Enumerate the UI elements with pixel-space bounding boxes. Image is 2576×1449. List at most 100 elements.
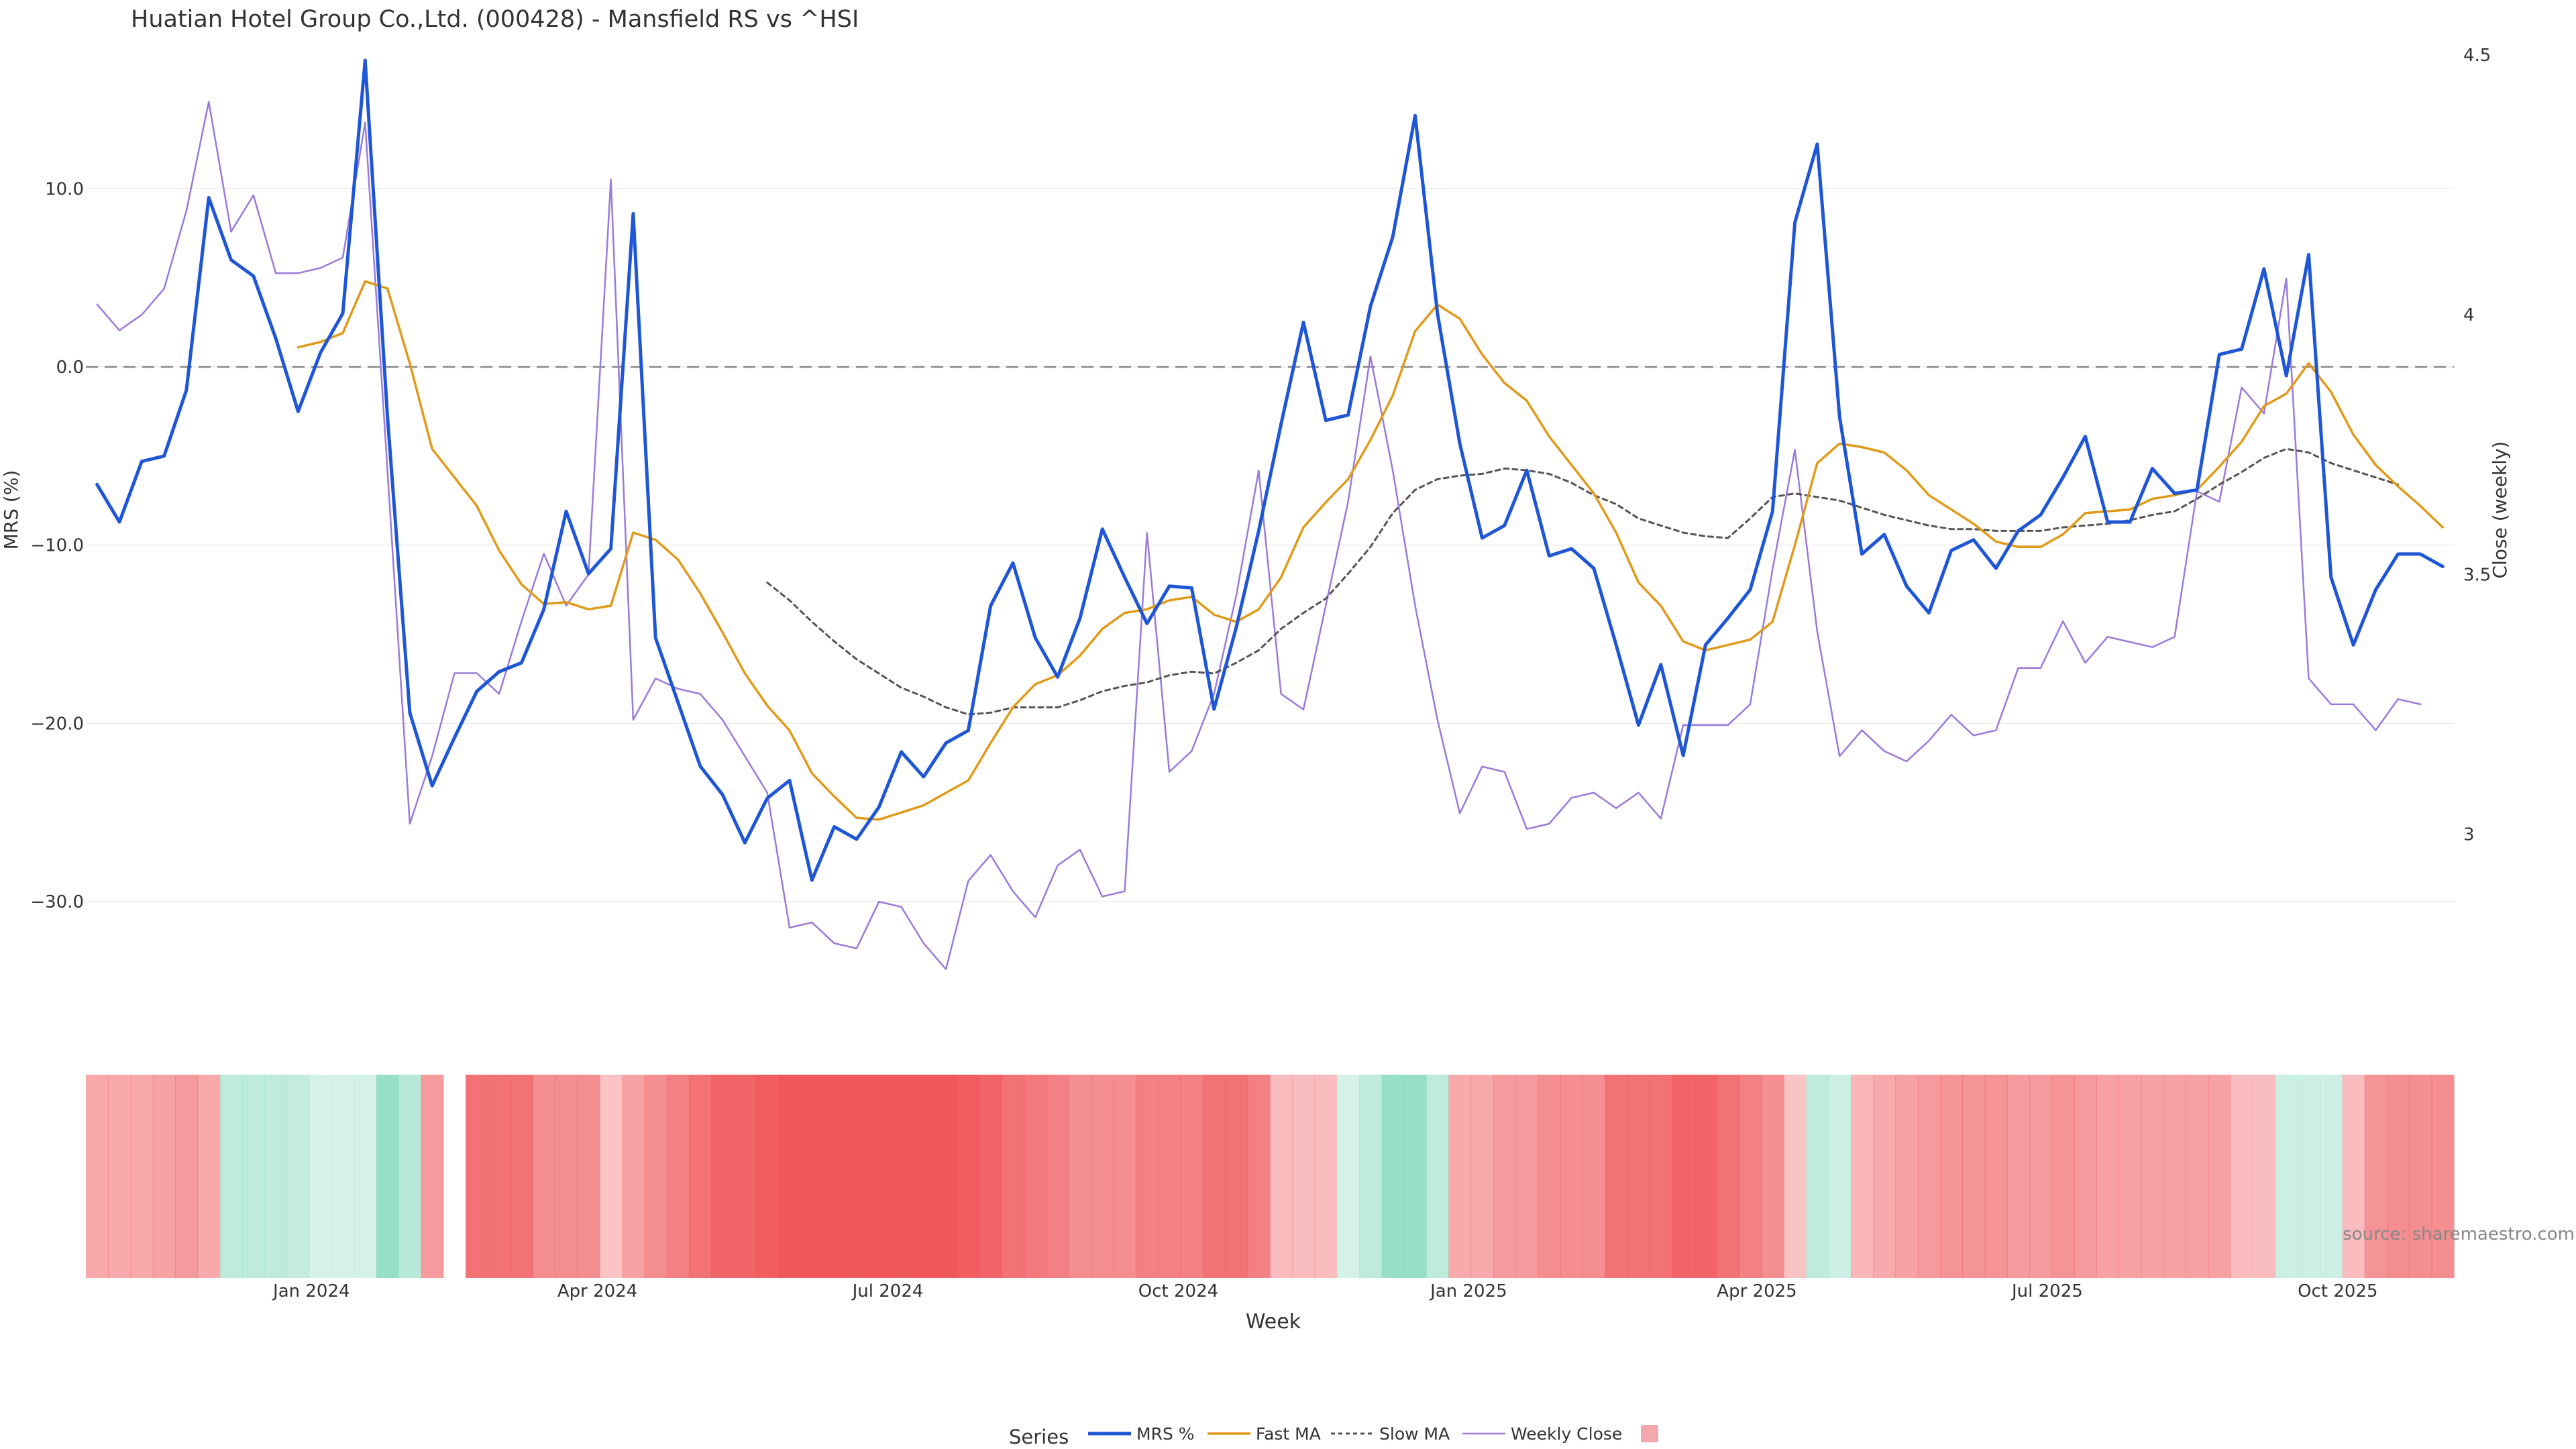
strip-cell: [599, 1075, 623, 1278]
series-lines: [95, 58, 2445, 971]
strip-cell: [577, 1075, 600, 1278]
strip-cell: [1717, 1075, 1739, 1278]
strip-cell: [644, 1075, 667, 1278]
x-axis-ticks: Jan 2024 Apr 2024 Jul 2024 Oct 2024 Jan 2025…: [272, 1281, 2377, 1301]
strip-cell: [1359, 1075, 1383, 1278]
strip-cell: [1538, 1075, 1561, 1278]
strip-cell: [354, 1075, 377, 1278]
strip-cell: [488, 1075, 511, 1278]
strip-cell: [1136, 1075, 1159, 1278]
strip-cell: [2387, 1075, 2410, 1278]
x-tick-label: Oct 2024: [1138, 1281, 1218, 1301]
strip-cell: [666, 1075, 690, 1278]
source-label: source: sharemaestro.com: [2343, 1224, 2575, 1244]
strip-cell: [622, 1075, 645, 1278]
strip-cell: [711, 1075, 735, 1278]
strip-cell: [1739, 1075, 1762, 1278]
strip-cell: [2141, 1075, 2164, 1278]
strip-cell: [421, 1075, 444, 1278]
legend-label: Weekly Close: [1511, 1424, 1622, 1444]
strip-cell: [1113, 1075, 1136, 1278]
mrs-line: [95, 58, 2445, 882]
strip-cell: [689, 1075, 712, 1278]
strip-cell: [533, 1075, 555, 1278]
strip-cell: [2320, 1075, 2343, 1278]
strip-cell: [2409, 1075, 2432, 1278]
strip-cell: [242, 1075, 266, 1278]
legend-item: Weekly Close: [1462, 1424, 1622, 1444]
strip-cell: [1515, 1075, 1539, 1278]
strip-cell: [152, 1075, 176, 1278]
legend-item: Slow MA: [1331, 1424, 1450, 1444]
x-tick-label: Jul 2024: [851, 1281, 924, 1301]
legend-label: Slow MA: [1379, 1424, 1450, 1444]
strip-cell: [822, 1075, 846, 1278]
legend-label: MRS %: [1136, 1424, 1195, 1444]
strip-cell: [1448, 1075, 1472, 1278]
y2-tick-label: 3.5: [2463, 565, 2491, 585]
strip-cell: [2096, 1075, 2120, 1278]
strip-cell: [957, 1075, 980, 1278]
fast-ma-line: [297, 280, 2445, 821]
y-tick-label: −20.0: [30, 714, 84, 734]
strip-cell: [286, 1075, 310, 1278]
legend-item: MRS %: [1088, 1424, 1195, 1444]
y2-axis-label: Close (weekly): [2489, 441, 2511, 579]
strip-cell: [309, 1075, 332, 1278]
legend-item: [1641, 1425, 1658, 1442]
strip-cell: [1381, 1075, 1405, 1278]
strip-cell: [175, 1075, 199, 1278]
legend-title: Series: [1009, 1426, 1069, 1448]
strip-cell: [1828, 1075, 1851, 1278]
weekly-close-line: [96, 101, 2422, 971]
strip-cell: [2431, 1075, 2455, 1278]
strip-cell: [108, 1075, 131, 1278]
strip-cell: [1493, 1075, 1516, 1278]
strip-cell: [1403, 1075, 1427, 1278]
strip-cell: [1091, 1075, 1114, 1278]
legend-label: Fast MA: [1256, 1424, 1321, 1444]
strip-cell: [845, 1075, 869, 1278]
x-tick-label: Jan 2025: [1429, 1281, 1507, 1301]
strip-cell: [800, 1075, 824, 1278]
strip-cell: [1806, 1075, 1829, 1278]
strip-cell: [2186, 1075, 2209, 1278]
strip-cell: [466, 1075, 489, 1278]
strip-cell: [510, 1075, 533, 1278]
strip-cell: [1650, 1075, 1673, 1278]
strip-cell: [1895, 1075, 1919, 1278]
strip-cell: [1225, 1075, 1248, 1278]
strip-cell: [1962, 1075, 1986, 1278]
legend: Series MRS % Fast MA Slow MA Weekly Close: [1009, 1424, 1658, 1448]
strip-cell: [1940, 1075, 1963, 1278]
strip-cell: [2208, 1075, 2231, 1278]
left-axis-ticks: 10.0 0.0 −10.0 −20.0 −30.0: [30, 179, 84, 912]
x-tick-label: Apr 2024: [557, 1281, 637, 1301]
strip-cell: [2230, 1075, 2253, 1278]
strip-cell: [331, 1075, 355, 1278]
strip-cell: [1605, 1075, 1628, 1278]
strip-cell: [934, 1075, 958, 1278]
strip-cell: [1270, 1075, 1293, 1278]
right-axis-ticks: 4.5 4 3.5 3: [2463, 46, 2491, 845]
strip-cell: [1470, 1075, 1494, 1278]
strip-cell: [1850, 1075, 1874, 1278]
strip-cell: [1873, 1075, 1896, 1278]
strip-cell: [756, 1075, 779, 1278]
strip-cell: [1582, 1075, 1606, 1278]
strip-cell: [1247, 1075, 1271, 1278]
strip-cell: [2297, 1075, 2320, 1278]
strip-cell: [2275, 1075, 2298, 1278]
x-tick-label: Oct 2025: [2298, 1281, 2377, 1301]
strip-cell: [2118, 1075, 2142, 1278]
legend-item: Fast MA: [1208, 1424, 1321, 1444]
strip-cell: [1560, 1075, 1583, 1278]
strip-cell: [1426, 1075, 1450, 1278]
strip-cell: [1292, 1075, 1316, 1278]
strip-cell: [1046, 1075, 1069, 1278]
strip-cell: [2163, 1075, 2186, 1278]
strip-cell: [778, 1075, 802, 1278]
y2-tick-label: 3: [2463, 824, 2475, 845]
strip-cell: [197, 1075, 221, 1278]
strip-cell: [733, 1075, 757, 1278]
